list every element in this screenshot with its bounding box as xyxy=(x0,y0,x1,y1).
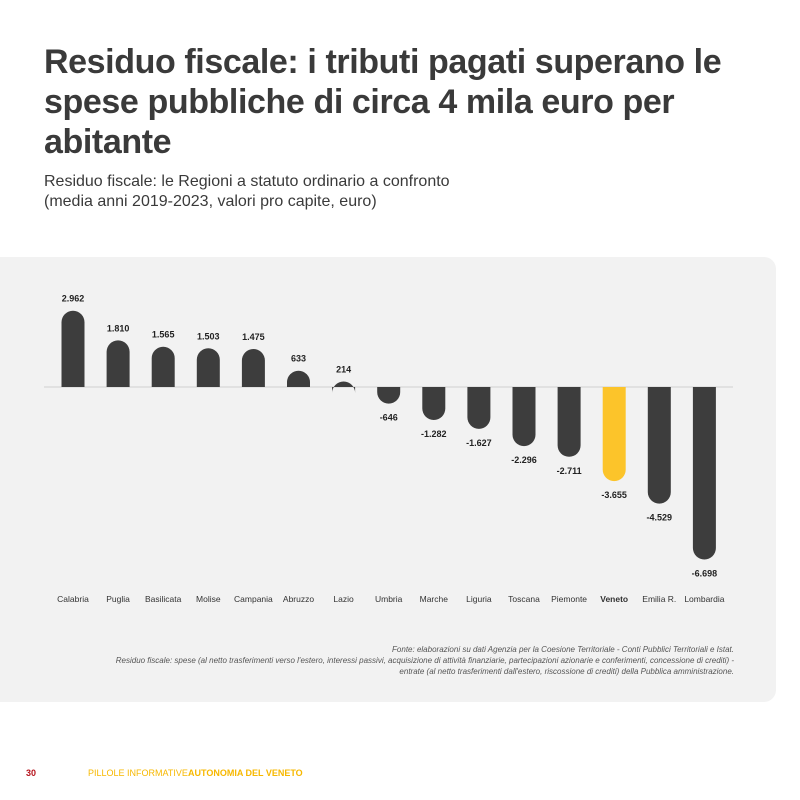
definition-note-line-1: Residuo fiscale: spese (al netto trasfer… xyxy=(115,656,734,665)
value-label: -3.655 xyxy=(601,490,627,500)
value-label: -4.529 xyxy=(647,513,673,523)
bar-abruzzo xyxy=(287,370,310,387)
bar-marche xyxy=(422,387,446,421)
bar-calabria xyxy=(61,310,85,387)
value-label: 633 xyxy=(291,354,306,364)
category-label: Campania xyxy=(234,594,273,604)
value-label: -2.711 xyxy=(557,466,582,476)
definition-note-line-2: entrate (al netto trasferimenti dall'est… xyxy=(399,667,734,676)
bar-piemonte xyxy=(557,387,581,457)
footer-theme: AUTONOMIA DEL VENETO xyxy=(188,768,303,778)
source-note: Fonte: elaborazioni su dati Agenzia per … xyxy=(392,645,734,654)
value-label: 2.962 xyxy=(62,294,85,304)
bar-veneto xyxy=(602,387,626,482)
category-label: Liguria xyxy=(466,594,492,604)
chart-panel: 2.962 Calabria 1.810 Puglia 1.565 Basilicata 1… xyxy=(0,257,776,702)
category-label: Calabria xyxy=(57,594,89,604)
bar-lombardia xyxy=(692,387,716,560)
category-label: Marche xyxy=(420,594,449,604)
category-label: Emilia R. xyxy=(642,594,676,604)
value-label: -1.282 xyxy=(421,429,447,439)
bar-puglia xyxy=(106,340,130,387)
bar-umbria xyxy=(377,387,401,404)
category-label: Lazio xyxy=(333,594,354,604)
footer-series: PILLOLE INFORMATIVE xyxy=(88,768,188,778)
bar-basilicata xyxy=(151,346,175,387)
bar-molise xyxy=(196,348,220,387)
value-label: 1.503 xyxy=(197,331,220,341)
page-number: 30 xyxy=(26,768,37,778)
value-label: -1.627 xyxy=(466,438,492,448)
category-label: Molise xyxy=(196,594,221,604)
bar-campania xyxy=(241,349,265,387)
category-label: Abruzzo xyxy=(283,594,314,604)
category-label: Puglia xyxy=(106,594,130,604)
bar-chart: 2.962 Calabria 1.810 Puglia 1.565 Basilicata 1… xyxy=(44,294,733,604)
category-label: Toscana xyxy=(508,594,540,604)
bar-toscana xyxy=(512,387,536,447)
page-footer: 30 PILLOLE INFORMATIVE AUTONOMIA DEL VEN… xyxy=(26,768,303,778)
category-label: Basilicata xyxy=(145,594,182,604)
value-label: -6.698 xyxy=(692,568,718,578)
subtitle-line-1: Residuo fiscale: le Regioni a statuto or… xyxy=(44,173,450,190)
value-label: 1.810 xyxy=(107,323,130,333)
category-label: Piemonte xyxy=(551,594,587,604)
category-label: Umbria xyxy=(375,594,403,604)
chart-notes: Fonte: elaborazioni su dati Agenzia per … xyxy=(34,644,734,677)
bar-emilia-r xyxy=(647,387,671,504)
category-label: Lombardia xyxy=(684,594,724,604)
value-label: 1.565 xyxy=(152,330,175,340)
bar-liguria xyxy=(467,387,491,429)
value-label: -2.296 xyxy=(511,455,537,465)
page-title: Residuo fiscale: i tributi pagati supera… xyxy=(44,43,722,161)
chart-subtitle: Residuo fiscale: le Regioni a statuto or… xyxy=(44,172,764,212)
category-label: Veneto xyxy=(600,594,628,604)
value-label: -646 xyxy=(380,413,398,423)
bar-lazio xyxy=(332,381,356,393)
value-label: 214 xyxy=(336,364,351,374)
value-label: 1.475 xyxy=(242,332,265,342)
subtitle-line-2: (media anni 2019-2023, valori pro capite… xyxy=(44,193,377,210)
